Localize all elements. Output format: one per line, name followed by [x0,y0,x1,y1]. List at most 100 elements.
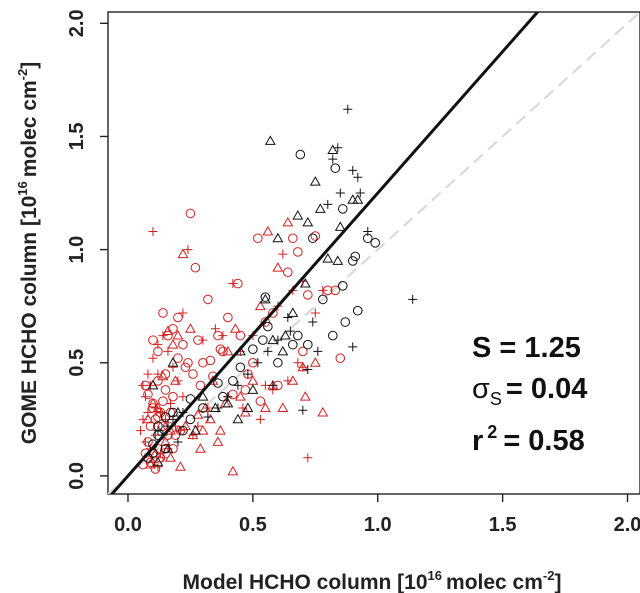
data-point-black-plus [233,380,243,390]
data-point-red-circle [218,346,228,357]
data-point-black-circle [350,251,361,262]
stat-sigma-value: = 0.04 [506,373,587,405]
data-point-red-plus [153,369,163,379]
regression-line [109,12,540,494]
data-point-black-circle [160,443,171,454]
data-point-black-plus [283,312,293,322]
x-axis-label-unit: molec cm [446,571,543,593]
data-point-black-circle [293,330,303,341]
data-point-black-plus [263,346,273,356]
data-point-red-circle [190,262,201,273]
data-point-black-circle [178,425,188,436]
data-point-red-triangle [277,402,289,412]
data-point-red-circle [148,335,158,345]
data-point-black-plus [268,380,278,390]
data-point-red-circle [173,312,183,323]
data-point-red-plus [158,331,168,341]
data-point-red-plus [198,335,208,345]
data-point-red-triangle [172,329,184,340]
data-point-red-triangle [169,375,181,385]
data-point-red-plus [183,245,193,255]
data-point-red-triangle [262,225,274,236]
data-point-red-plus [158,453,168,463]
data-point-black-plus [343,104,353,114]
y-tick-label: 1.5 [66,123,88,151]
x-axis: 0.0 0.5 1.0 1.5 2.0 [114,494,640,536]
data-point-black-circle [160,412,171,422]
data-point-red-circle [303,290,313,300]
data-point-black-triangle [302,216,314,227]
data-point-black-plus [153,426,163,436]
data-point-red-triangle [177,248,189,259]
data-point-red-circle [173,353,183,364]
data-point-black-plus [333,143,343,153]
stat-sigma: σS = 0.04 [472,373,587,409]
data-point-black-plus [313,346,323,356]
y-axis-label-unit: molec cm [18,80,41,177]
data-point-red-plus [155,408,165,418]
data-point-black-circle [347,256,358,266]
stat-sigma-sub: S [490,389,502,409]
stats-box: S = 1.25 σS = 0.04 r 2 = 0.58 [472,332,587,457]
data-point-black-circle [352,305,363,316]
data-point-red-triangle [259,402,271,412]
data-point-red-circle [298,346,308,357]
y-tick-label: 0.5 [66,349,88,377]
data-point-black-triangle [272,232,284,243]
stat-r2-prefix: r [472,425,483,457]
data-point-black-plus [173,437,183,447]
y-tick-label: 2.0 [66,9,88,37]
data-point-red-triangle [317,406,329,417]
data-point-red-circle [235,330,246,341]
data-point-red-circle [288,233,298,244]
x-tick-label: 2.0 [614,514,640,536]
data-point-red-plus [293,358,303,368]
data-point-red-triangle [144,458,156,469]
stat-r2-exp: 2 [487,422,497,442]
data-point-red-circle [228,389,238,400]
data-point-red-triangle [287,375,299,385]
data-point-red-circle [260,317,271,327]
data-point-red-circle [178,339,188,350]
data-point-black-circle [330,163,341,173]
data-point-red-triangle [167,339,179,349]
data-point-black-circle [235,362,246,373]
data-point-black-circle [248,344,258,354]
data-point-red-plus [278,249,288,259]
series-red-plus [135,227,328,472]
data-point-black-plus [308,317,318,327]
data-point-red-triangle [194,443,206,453]
data-point-red-circle [283,267,293,278]
data-point-red-plus [218,331,228,341]
plot-frame [107,11,640,495]
y-axis-label-main: GOME HCHO column [10 [18,196,41,445]
x-tick-label: 1.5 [489,514,517,536]
data-point-red-circle [223,312,233,323]
data-point-red-plus [140,392,150,402]
data-point-red-plus [143,369,153,379]
data-point-red-plus [165,398,175,408]
data-point-black-plus [348,342,358,352]
stat-r2-value: = 0.58 [503,425,584,457]
data-point-black-triangle [247,384,259,394]
x-axis-label-unit-exp: -2 [543,568,555,583]
data-point-black-triangle [292,210,304,220]
data-point-black-triangle [209,402,221,412]
data-point-black-plus [243,369,253,379]
y-axis-label-close: ] [18,62,41,69]
x-tick-label: 0.5 [239,514,267,536]
data-point-black-plus [353,172,363,182]
data-point-black-plus [323,199,333,209]
x-axis-label-main: Model HCHO column [10 [183,571,428,593]
stat-slope: S = 1.25 [472,332,581,364]
data-point-black-triangle [287,307,299,317]
data-point-red-plus [138,414,148,424]
data-point-red-circle [205,355,216,366]
data-point-black-triangle [332,255,344,265]
data-point-black-triangle [147,379,159,390]
data-point-red-plus [303,453,313,463]
data-point-red-triangle [187,429,199,440]
data-point-red-triangle [152,402,164,412]
data-point-red-plus [255,414,265,424]
